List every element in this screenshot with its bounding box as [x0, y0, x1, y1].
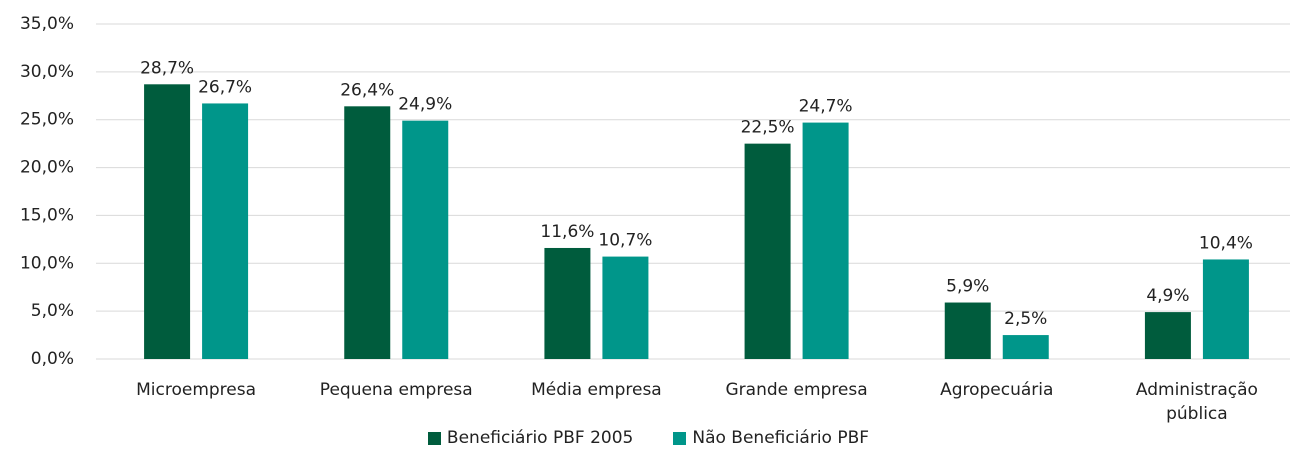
- bar: [602, 256, 649, 359]
- legend-item: Beneficiário PBF 2005: [427, 428, 634, 448]
- y-tick-label: 0,0%: [31, 349, 74, 369]
- y-tick-label: 35,0%: [20, 14, 74, 34]
- data-label: 10,4%: [1199, 233, 1253, 253]
- data-label: 24,7%: [799, 97, 853, 117]
- y-tick-label: 10,0%: [20, 253, 74, 273]
- x-tick-label: Agropecuária: [940, 380, 1054, 400]
- y-tick-label: 30,0%: [20, 62, 74, 82]
- legend-swatch: [673, 431, 687, 445]
- bar: [344, 106, 391, 359]
- bar: [144, 84, 191, 360]
- bar: [944, 302, 991, 359]
- data-label: 26,7%: [198, 77, 252, 97]
- bar: [744, 143, 791, 359]
- x-tick-label: Grande empresa: [725, 380, 868, 400]
- x-tick-label: Microempresa: [136, 380, 257, 400]
- y-tick-label: 20,0%: [20, 158, 74, 178]
- y-tick-label: 5,0%: [31, 301, 74, 321]
- legend-label: Beneficiário PBF 2005: [446, 428, 634, 448]
- data-label: 28,7%: [140, 58, 194, 78]
- y-tick-label: 15,0%: [20, 205, 74, 225]
- bar: [544, 247, 591, 359]
- bar: [402, 120, 449, 360]
- data-label: 10,7%: [598, 231, 652, 251]
- data-label: 24,9%: [398, 95, 452, 115]
- data-label: 26,4%: [340, 80, 394, 100]
- data-label: 11,6%: [540, 222, 594, 242]
- legend-label: Não Beneficiário PBF: [692, 428, 870, 448]
- x-tick-label: Pequena empresa: [319, 380, 473, 400]
- y-tick-label: 25,0%: [20, 110, 74, 130]
- data-label: 4,9%: [1146, 286, 1189, 306]
- legend: Beneficiário PBF 2005 Não Beneficiário PB…: [0, 428, 1297, 448]
- data-label: 2,5%: [1004, 309, 1047, 329]
- bar: [1144, 312, 1191, 359]
- legend-item: Não Beneficiário PBF: [673, 428, 869, 448]
- bar: [1202, 259, 1249, 359]
- bar: [1002, 335, 1049, 359]
- x-tick-label: Administração pública: [1135, 380, 1258, 424]
- bar: [802, 122, 849, 359]
- data-label: 22,5%: [741, 118, 795, 138]
- x-tick-label: Média empresa: [531, 380, 662, 400]
- legend-swatch: [427, 431, 441, 445]
- data-label: 5,9%: [946, 277, 989, 297]
- bar: [202, 103, 249, 359]
